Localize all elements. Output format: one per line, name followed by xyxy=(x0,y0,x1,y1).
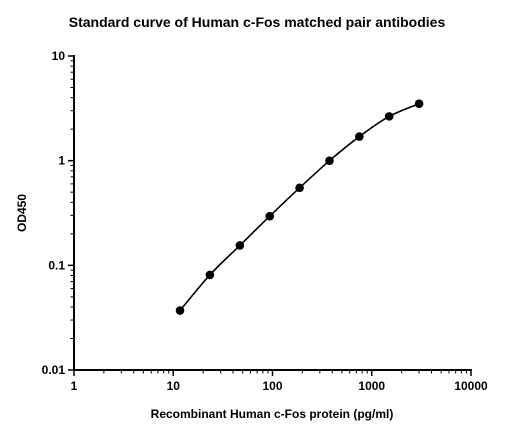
x-tick-label: 10 xyxy=(167,379,181,393)
data-point xyxy=(355,132,364,141)
y-tick-label: 1 xyxy=(58,154,65,168)
x-axis-label: Recombinant Human c-Fos protein (pg/ml) xyxy=(151,407,394,421)
data-points xyxy=(175,99,424,315)
data-point xyxy=(235,241,245,250)
y-tick-label: 0.01 xyxy=(42,363,66,377)
y-tick-label: 0.1 xyxy=(48,258,65,272)
data-point xyxy=(205,270,215,280)
x-tick-label: 10000 xyxy=(454,379,488,393)
chart-title: Standard curve of Human c-Fos matched pa… xyxy=(69,14,446,30)
data-point xyxy=(175,306,185,315)
x-tick-label: 1000 xyxy=(358,379,385,393)
data-point xyxy=(265,211,275,221)
y-tick-label: 10 xyxy=(52,49,66,63)
data-point xyxy=(414,99,424,109)
y-ticks: 0.01 0.1 1 10 xyxy=(42,49,74,377)
y-axis-label: OD450 xyxy=(15,194,29,232)
x-ticks: 1 10 100 1000 10000 xyxy=(71,370,488,393)
data-point xyxy=(384,112,394,121)
x-tick-label: 1 xyxy=(71,379,78,393)
fit-curve xyxy=(179,102,420,312)
data-point xyxy=(325,156,334,165)
x-tick-label: 100 xyxy=(262,379,282,393)
data-point xyxy=(295,183,304,193)
